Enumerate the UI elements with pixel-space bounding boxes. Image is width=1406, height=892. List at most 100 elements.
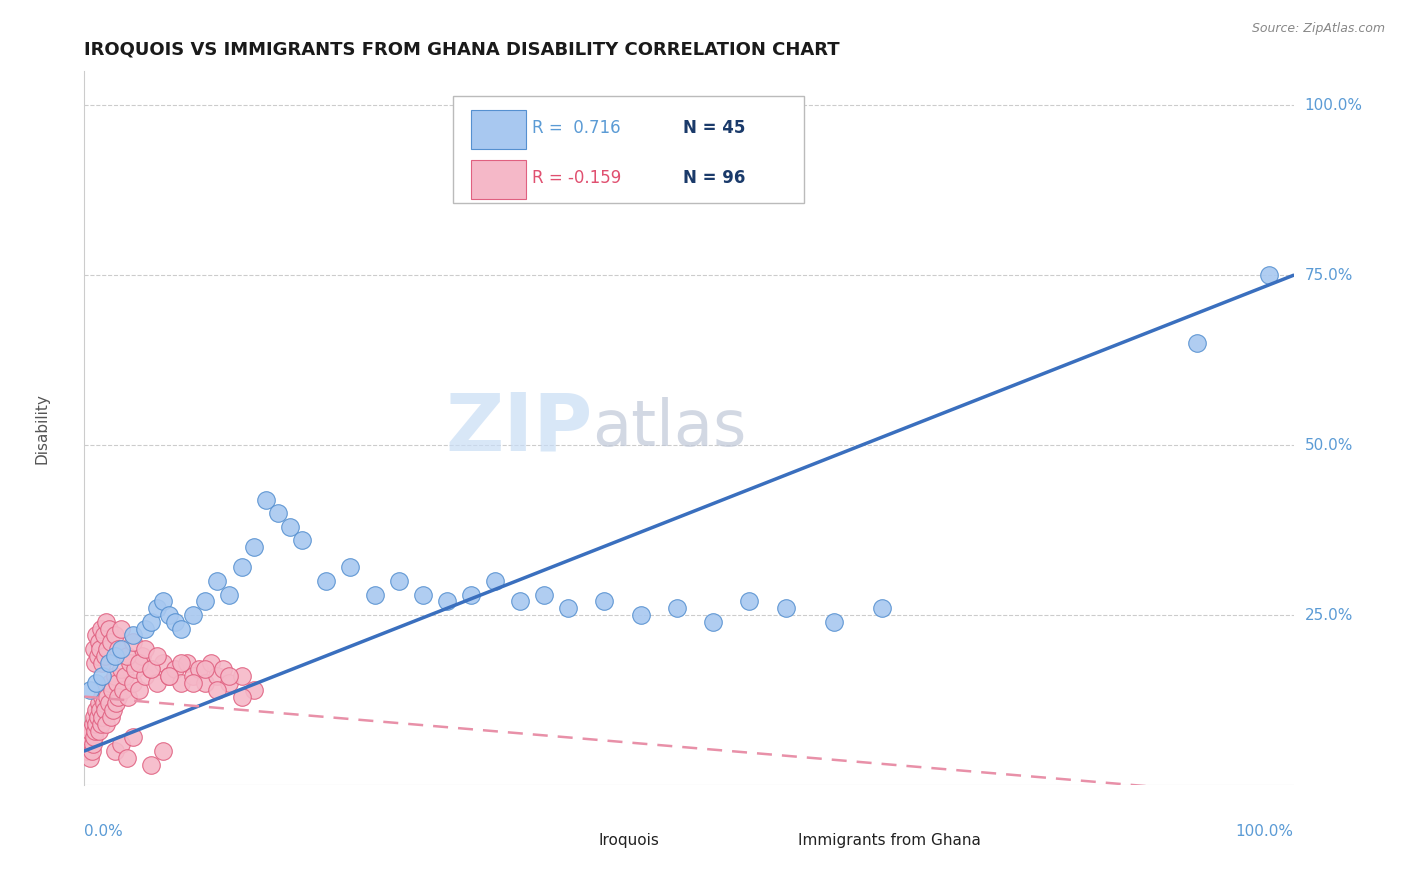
Point <box>181 608 204 623</box>
Point <box>170 622 193 636</box>
FancyBboxPatch shape <box>471 160 526 199</box>
Point <box>90 716 112 731</box>
Point <box>103 703 125 717</box>
Text: 75.0%: 75.0% <box>1305 268 1353 283</box>
Point <box>86 676 108 690</box>
Point <box>120 656 142 670</box>
Point <box>134 642 156 657</box>
Point <box>104 628 127 642</box>
Point <box>86 716 108 731</box>
Point <box>134 669 156 683</box>
Point <box>231 690 253 704</box>
Point <box>181 669 204 683</box>
Text: R =  0.716: R = 0.716 <box>531 119 620 136</box>
Point <box>218 669 240 683</box>
Point <box>1185 336 1208 351</box>
Point <box>157 669 180 683</box>
Point <box>152 656 174 670</box>
Point <box>872 601 894 615</box>
Point <box>242 540 264 554</box>
Point <box>218 588 240 602</box>
Point <box>97 656 120 670</box>
Point <box>188 662 211 676</box>
Text: Source: ZipAtlas.com: Source: ZipAtlas.com <box>1251 22 1385 36</box>
Point <box>181 676 204 690</box>
Point <box>82 716 104 731</box>
Point <box>200 656 222 670</box>
Point <box>315 574 337 588</box>
Point <box>104 697 127 711</box>
Point <box>87 723 110 738</box>
Point <box>139 757 162 772</box>
Point <box>97 622 120 636</box>
Point <box>84 723 107 738</box>
Point <box>87 697 110 711</box>
Point <box>194 594 217 608</box>
Point <box>110 642 132 657</box>
Point <box>98 676 121 690</box>
Point <box>702 615 724 629</box>
Point <box>146 648 169 663</box>
Point <box>110 622 132 636</box>
Point <box>79 682 101 697</box>
Point <box>114 669 136 683</box>
Point <box>87 635 110 649</box>
Point <box>170 676 193 690</box>
Point <box>533 588 555 602</box>
Point <box>94 716 117 731</box>
Point <box>79 751 101 765</box>
Point <box>509 594 531 608</box>
Point <box>176 656 198 670</box>
Point <box>134 622 156 636</box>
Point <box>128 656 150 670</box>
Point <box>104 744 127 758</box>
Point <box>83 731 105 745</box>
Point <box>388 574 411 588</box>
Point <box>77 737 100 751</box>
Point <box>212 662 235 676</box>
Point <box>139 662 162 676</box>
Point <box>89 703 111 717</box>
Point <box>110 737 132 751</box>
Point <box>278 519 301 533</box>
Text: Iroquois: Iroquois <box>599 833 659 848</box>
Point <box>89 642 111 657</box>
Point <box>738 594 761 608</box>
Point <box>86 648 108 663</box>
Point <box>101 682 124 697</box>
Text: Immigrants from Ghana: Immigrants from Ghana <box>797 833 980 848</box>
Point <box>139 662 162 676</box>
Text: 50.0%: 50.0% <box>1305 438 1353 452</box>
Point <box>242 682 264 697</box>
FancyBboxPatch shape <box>550 826 596 855</box>
FancyBboxPatch shape <box>749 826 796 855</box>
Text: Disability: Disability <box>35 392 49 464</box>
Point <box>97 697 120 711</box>
Point <box>90 622 112 636</box>
Point <box>139 615 162 629</box>
Point <box>79 723 101 738</box>
Point <box>146 676 169 690</box>
FancyBboxPatch shape <box>453 96 804 203</box>
Point <box>86 710 108 724</box>
Point <box>775 601 797 615</box>
Point <box>231 560 253 574</box>
Point <box>557 601 579 615</box>
Point <box>363 588 385 602</box>
Point <box>107 642 129 657</box>
Point <box>80 744 103 758</box>
Point <box>94 648 117 663</box>
Point <box>100 710 122 724</box>
Point <box>194 676 217 690</box>
Point <box>91 710 114 724</box>
Point <box>128 682 150 697</box>
Point <box>460 588 482 602</box>
Point <box>194 662 217 676</box>
Point <box>146 601 169 615</box>
Point <box>231 669 253 683</box>
Point <box>121 635 143 649</box>
Point <box>93 697 115 711</box>
Point <box>121 628 143 642</box>
Point <box>170 656 193 670</box>
Point <box>115 751 138 765</box>
